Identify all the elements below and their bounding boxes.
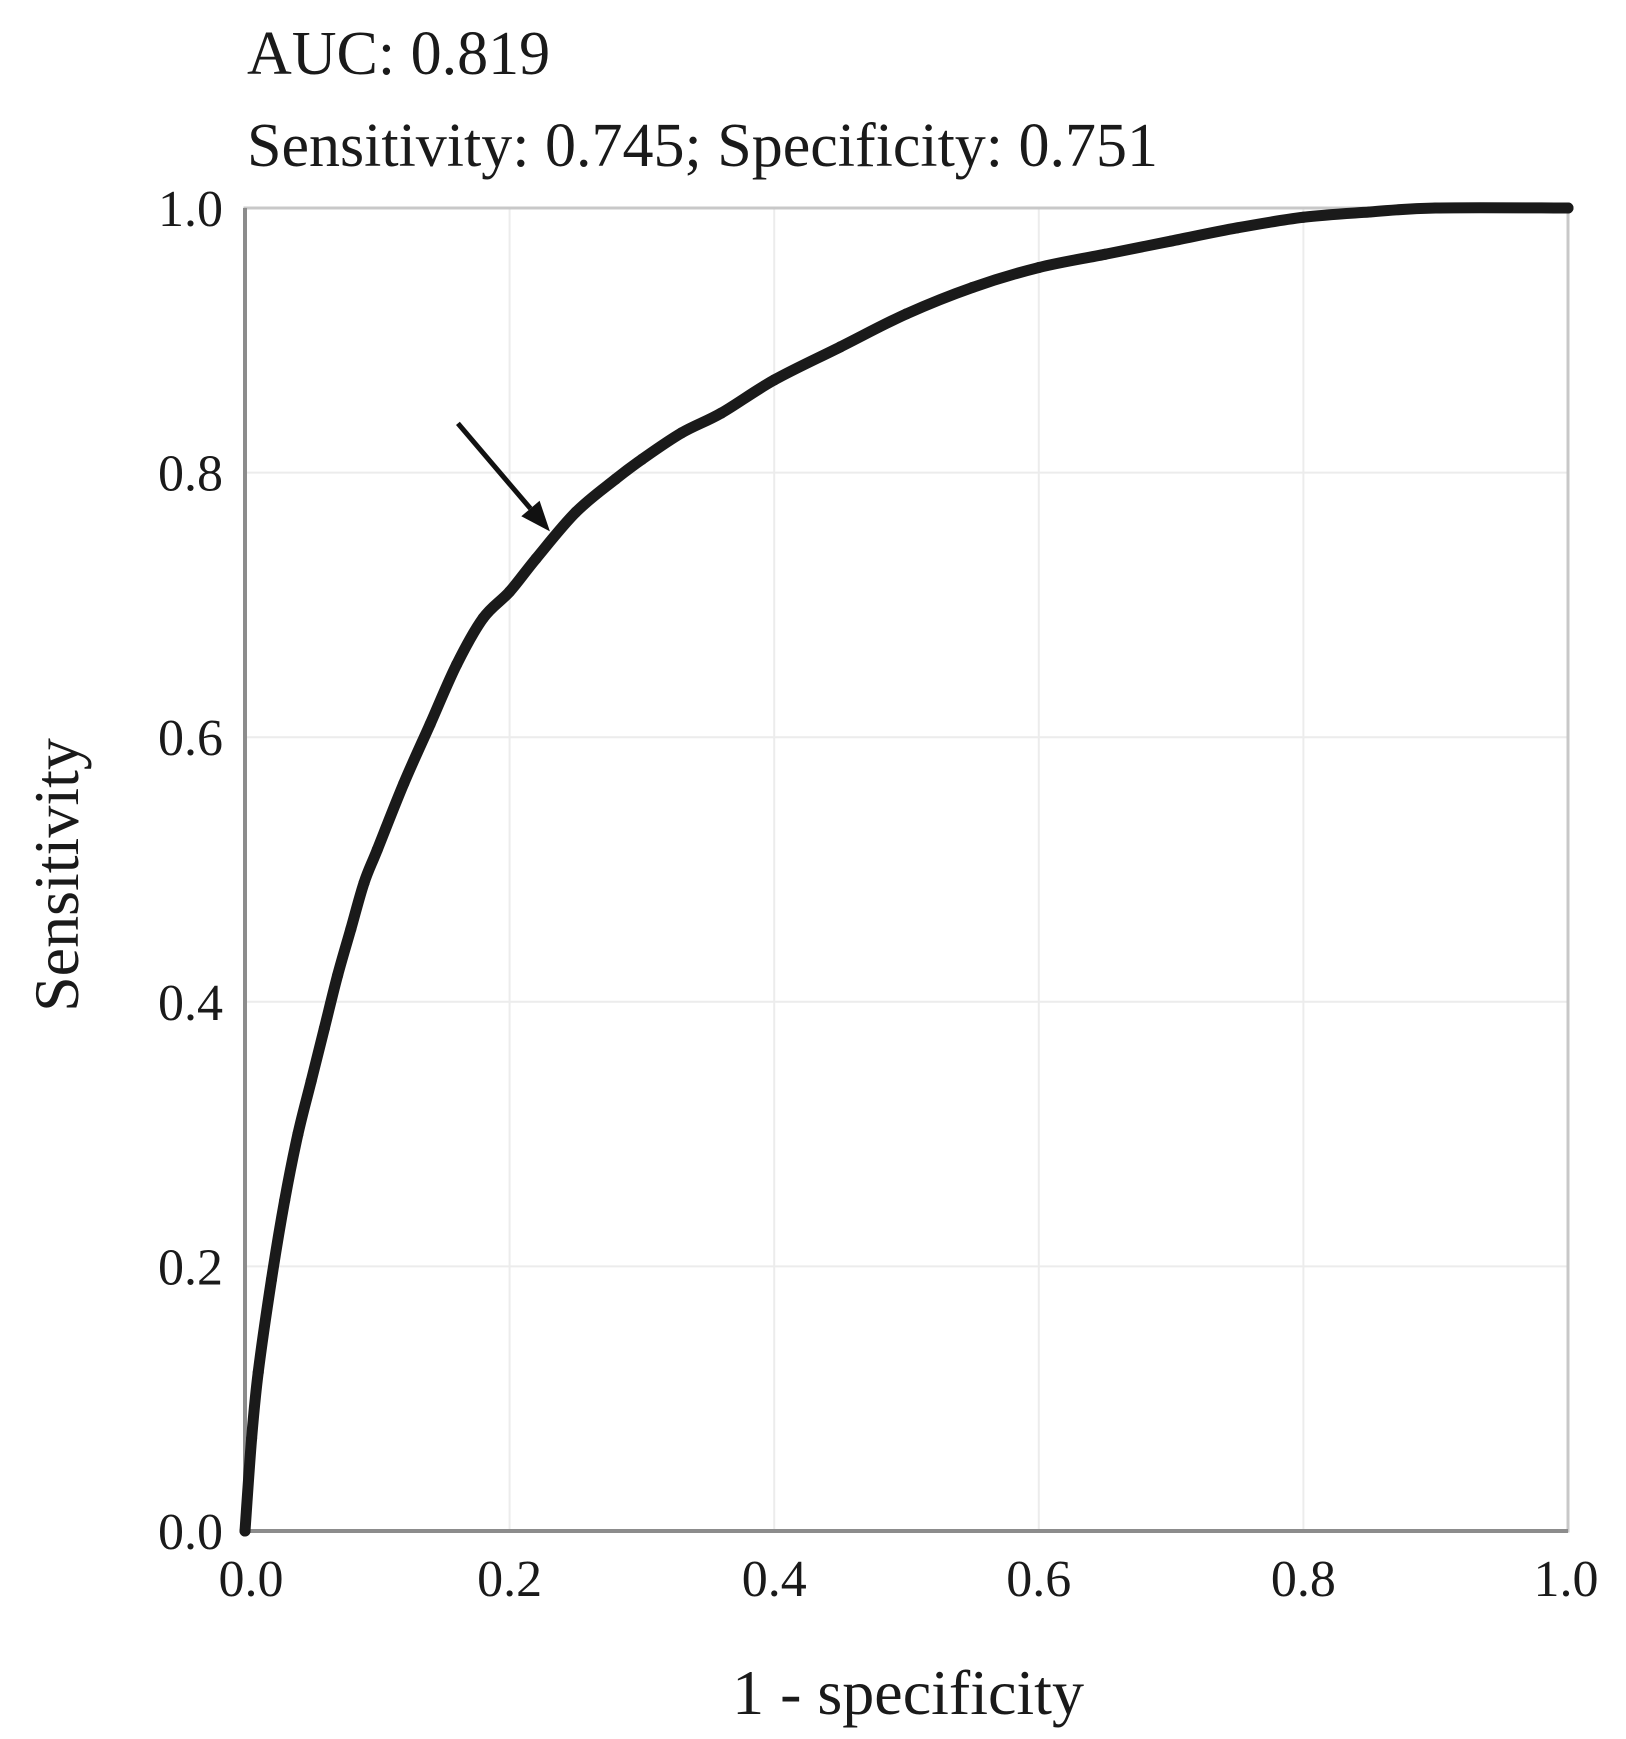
roc-point (477, 612, 489, 624)
x-tick-labels: 0.0 0.2 0.4 0.6 0.8 1.0 (219, 1551, 1599, 1608)
roc-point (1364, 206, 1376, 218)
roc-point (332, 969, 344, 981)
cutoff-arrow-head (521, 500, 550, 532)
roc-point (358, 877, 370, 889)
x-tick-label: 0.6 (1006, 1551, 1071, 1608)
roc-points (239, 202, 1574, 1537)
y-tick-label: 0.6 (158, 710, 223, 767)
roc-point (398, 778, 410, 790)
chart-subtitle: Sensitivity: 0.745; Specificity: 0.751 (247, 112, 1158, 180)
roc-point (345, 923, 357, 935)
roc-point (265, 1274, 277, 1286)
roc-point (1099, 248, 1111, 260)
roc-point (1430, 202, 1442, 214)
y-tick-label: 0.4 (158, 975, 223, 1032)
roc-point (1165, 235, 1177, 247)
roc-point (530, 553, 542, 565)
x-axis-label: 1 - specificity (732, 1657, 1084, 1728)
roc-point (371, 844, 383, 856)
cutoff-arrow (456, 421, 550, 532)
roc-point (292, 1128, 304, 1140)
y-tick-label: 1.0 (158, 181, 223, 238)
roc-point (279, 1194, 291, 1206)
x-tick-label: 0.4 (742, 1551, 807, 1608)
roc-point (246, 1432, 258, 1444)
roc-point (239, 1525, 251, 1537)
grid (244, 207, 1569, 1532)
roc-point (1297, 211, 1309, 223)
roc-point (967, 281, 979, 293)
roc-point (609, 473, 621, 485)
chart-title: AUC: 0.819 (247, 20, 550, 88)
roc-point (636, 453, 648, 465)
y-tick-label: 0.0 (158, 1504, 223, 1561)
roc-point (1562, 202, 1574, 214)
y-axis-label: Sensitivity (21, 738, 92, 1012)
roc-point (451, 658, 463, 670)
roc-point (318, 1022, 330, 1034)
roc-point (305, 1075, 317, 1087)
y-tick-labels: 0.0 0.2 0.4 0.6 0.8 1.0 (158, 181, 223, 1561)
roc-curve (239, 202, 1574, 1537)
roc-point (715, 407, 727, 419)
roc-point (901, 308, 912, 320)
x-tick-label: 0.0 (219, 1551, 284, 1608)
y-tick-label: 0.8 (158, 446, 223, 503)
roc-point (1033, 262, 1045, 274)
roc-point (424, 718, 436, 730)
x-tick-label: 0.2 (477, 1551, 542, 1608)
roc-point (676, 427, 688, 439)
x-tick-label: 0.8 (1271, 1551, 1336, 1608)
y-tick-label: 0.2 (158, 1239, 223, 1296)
cutoff-arrow-shaft (456, 421, 533, 511)
roc-point (768, 374, 780, 386)
roc-point (252, 1366, 264, 1378)
roc-point (1231, 222, 1243, 234)
roc-point (504, 586, 516, 598)
roc-point (570, 506, 582, 518)
roc-point (834, 341, 846, 353)
plot-frame (243, 206, 1570, 1533)
x-tick-label: 1.0 (1534, 1551, 1599, 1608)
